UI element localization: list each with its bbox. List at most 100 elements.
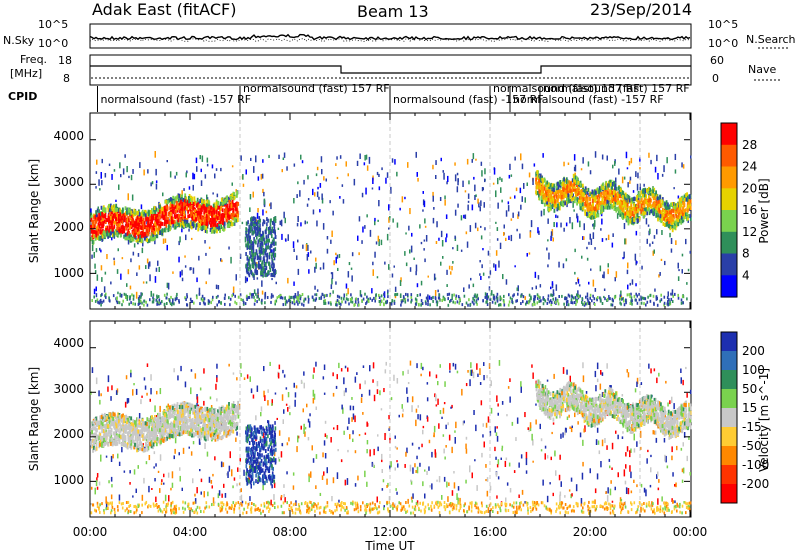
data-cell bbox=[657, 200, 660, 204]
data-cell bbox=[216, 202, 219, 207]
data-cell bbox=[257, 227, 259, 231]
data-cell bbox=[606, 190, 609, 195]
data-cell bbox=[561, 195, 563, 199]
data-cell bbox=[493, 168, 496, 175]
data-cell bbox=[589, 170, 592, 175]
data-cell bbox=[545, 191, 548, 196]
data-cell bbox=[250, 221, 252, 226]
data-cell bbox=[665, 213, 668, 218]
data-cell bbox=[493, 263, 495, 268]
data-cell bbox=[484, 227, 486, 231]
data-cell bbox=[296, 194, 298, 198]
data-cell bbox=[181, 202, 183, 207]
data-cell bbox=[656, 205, 659, 210]
data-cell bbox=[235, 302, 238, 306]
data-cell bbox=[648, 203, 650, 207]
data-cell bbox=[581, 183, 584, 188]
data-cell bbox=[96, 159, 98, 165]
data-cell bbox=[535, 182, 538, 187]
data-cell bbox=[101, 300, 103, 304]
data-cell bbox=[253, 258, 256, 263]
data-cell bbox=[490, 292, 493, 296]
data-cell bbox=[645, 200, 648, 205]
data-cell bbox=[136, 210, 139, 215]
data-cell bbox=[599, 297, 602, 301]
data-cell bbox=[577, 290, 579, 297]
data-cell bbox=[673, 207, 676, 212]
data-cell bbox=[200, 180, 203, 186]
data-cell bbox=[307, 295, 310, 299]
data-cell bbox=[484, 295, 487, 299]
data-cell bbox=[212, 192, 214, 195]
data-cell bbox=[137, 234, 140, 239]
data-cell bbox=[584, 186, 587, 191]
data-cell bbox=[201, 216, 204, 221]
data-cell bbox=[250, 254, 252, 259]
data-cell bbox=[427, 302, 429, 306]
data-cell bbox=[594, 151, 597, 158]
data-cell bbox=[510, 234, 513, 242]
data-cell bbox=[115, 216, 117, 221]
data-cell bbox=[629, 214, 632, 219]
data-cell bbox=[409, 208, 411, 215]
data-cell bbox=[312, 188, 314, 196]
data-cell bbox=[297, 239, 299, 243]
data-cell bbox=[204, 174, 207, 179]
data-cell bbox=[264, 229, 267, 234]
data-cell bbox=[595, 214, 597, 218]
data-cell bbox=[486, 292, 488, 296]
data-cell bbox=[256, 253, 259, 258]
data-cell bbox=[584, 202, 586, 206]
data-cell bbox=[488, 286, 491, 291]
data-cell bbox=[109, 229, 112, 234]
data-cell bbox=[670, 214, 673, 219]
data-cell bbox=[572, 200, 574, 208]
data-cell bbox=[566, 300, 569, 303]
data-cell bbox=[644, 189, 647, 194]
data-cell bbox=[585, 302, 587, 306]
data-cell bbox=[91, 220, 94, 224]
data-cell bbox=[589, 201, 592, 206]
data-cell bbox=[260, 264, 263, 269]
data-cell bbox=[614, 277, 616, 282]
data-cell bbox=[642, 193, 644, 198]
data-cell bbox=[133, 210, 135, 215]
data-cell bbox=[244, 236, 247, 243]
data-cell bbox=[489, 297, 491, 301]
data-cell bbox=[270, 202, 272, 210]
data-cell bbox=[681, 295, 684, 299]
data-cell bbox=[619, 294, 622, 298]
data-cell bbox=[205, 214, 208, 219]
data-cell bbox=[274, 268, 276, 273]
data-cell bbox=[270, 231, 272, 236]
data-cell bbox=[246, 245, 249, 250]
data-cell bbox=[514, 156, 516, 161]
data-cell bbox=[641, 189, 644, 194]
data-cell bbox=[213, 222, 215, 227]
data-cell bbox=[425, 296, 428, 300]
data-cell bbox=[169, 302, 172, 306]
data-cell bbox=[607, 202, 610, 207]
data-cell bbox=[396, 171, 398, 177]
data-cell bbox=[340, 302, 342, 306]
data-cell bbox=[648, 207, 650, 212]
data-cell bbox=[176, 202, 179, 207]
data-cell bbox=[377, 219, 379, 222]
data-cell bbox=[175, 201, 178, 205]
data-cell bbox=[213, 209, 216, 214]
data-cell bbox=[550, 206, 552, 211]
data-cell bbox=[246, 268, 248, 273]
data-cell bbox=[129, 297, 131, 301]
data-cell bbox=[538, 299, 540, 303]
data-cell bbox=[394, 286, 397, 292]
data-cell bbox=[597, 203, 600, 208]
data-cell bbox=[161, 300, 163, 304]
data-cell bbox=[568, 294, 571, 298]
data-cell bbox=[111, 209, 114, 214]
data-cell bbox=[564, 201, 566, 206]
data-cell bbox=[537, 275, 540, 280]
data-cell bbox=[111, 221, 113, 226]
data-cell bbox=[651, 203, 654, 208]
data-cell bbox=[577, 186, 580, 191]
data-cell bbox=[113, 220, 115, 225]
